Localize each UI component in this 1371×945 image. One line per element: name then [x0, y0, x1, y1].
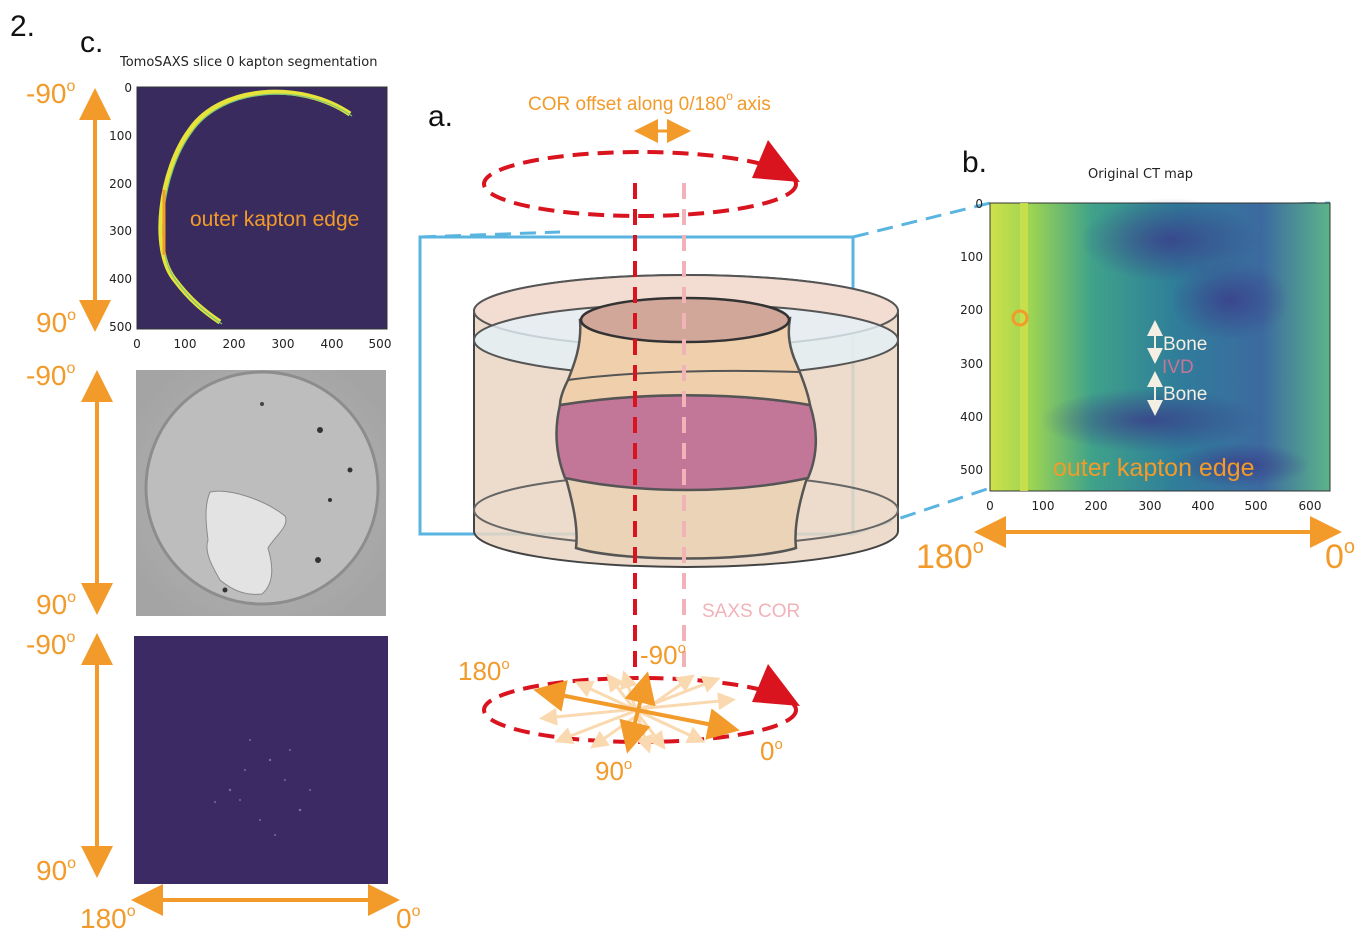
x-tick: 0 [986, 499, 994, 513]
top-rotation-ellipse [482, 150, 798, 218]
segmentation-plot: outer kapton edge 0 100 200 300 400 500 … [109, 81, 391, 351]
angle-label: 90o [595, 756, 632, 786]
angle-label: 90o [36, 589, 76, 620]
x-tick: 100 [1032, 499, 1055, 513]
y-tick: 200 [109, 177, 132, 191]
ct-map-x-ticks: 0 100 200 300 400 500 600 [986, 499, 1321, 513]
tomography-image [136, 370, 386, 616]
y-tick: 500 [960, 463, 983, 477]
y-tick: 300 [109, 224, 132, 238]
outer-kapton-edge-label: outer kapton edge [1053, 454, 1255, 482]
spine-sample [555, 296, 818, 560]
bone-label-top: Bone [1163, 334, 1207, 355]
angle-label: -90o [26, 629, 75, 660]
top-rotation-arrowhead [752, 140, 800, 182]
x-tick: 500 [1245, 499, 1268, 513]
reconstruction-image [134, 636, 388, 884]
panel-b-title: Original CT map [1088, 167, 1193, 182]
angle-label: -90o [640, 640, 686, 670]
kapton-edge-marker [1011, 309, 1029, 327]
panel-a-label: a. [428, 100, 453, 133]
panel-c-angle-arrows [79, 88, 400, 916]
axis-90-arrow [619, 671, 656, 754]
x-tick: 100 [174, 337, 197, 351]
y-tick: 500 [109, 320, 132, 334]
panel-b-angle-labels: 180o 0o [916, 536, 1355, 576]
panel-a-angle-labels: -90o 180o 90o 0o [458, 640, 783, 786]
angle-label: -90o [26, 360, 75, 391]
y-tick: 0 [975, 197, 983, 211]
ivd-disc [555, 394, 818, 492]
y-tick: 0 [124, 81, 132, 95]
angle-label: -90o [26, 78, 75, 109]
y-tick: 400 [109, 272, 132, 286]
y-tick: 300 [960, 357, 983, 371]
y-tick: 400 [960, 410, 983, 424]
ivd-label: IVD [1162, 357, 1194, 378]
ct-map-y-ticks: 0 100 200 300 400 500 [960, 197, 983, 477]
bone-label-bottom: Bone [1163, 384, 1207, 405]
bottom-rotation-arrowhead [752, 664, 800, 706]
panel-b-label: b. [962, 146, 987, 179]
angle-label: 0o [396, 903, 421, 934]
outer-kapton-edge-label: outer kapton edge [190, 208, 359, 231]
x-tick: 400 [1192, 499, 1215, 513]
panel-c-angle-labels: -90o 90o -90o 90o -90o 90o 180o 0o [26, 78, 421, 934]
angle-label: 0o [1325, 536, 1355, 576]
x-tick: 200 [1085, 499, 1108, 513]
ct-map-plot: Bone IVD Bone outer kapton edge 0 100 20… [960, 197, 1331, 513]
angle-label: 0o [760, 736, 783, 766]
angle-label: 180o [916, 536, 984, 576]
panel-c-label: c. [80, 26, 103, 59]
angle-label: 180o [458, 656, 510, 686]
angle-label: 90o [36, 307, 76, 338]
y-tick: 100 [109, 129, 132, 143]
x-tick: 600 [1299, 499, 1322, 513]
segmentation-y-ticks: 0 100 200 300 400 500 [109, 81, 132, 334]
lower-bone [563, 473, 810, 560]
segmentation-x-ticks: 0 100 200 300 400 500 [133, 337, 391, 351]
x-tick: 300 [1139, 499, 1162, 513]
y-tick: 200 [960, 303, 983, 317]
x-tick: 0 [133, 337, 141, 351]
bone-fragment [205, 490, 287, 595]
y-tick: 100 [960, 250, 983, 264]
x-tick: 400 [321, 337, 344, 351]
angle-label: 90o [36, 855, 76, 886]
x-tick: 300 [272, 337, 295, 351]
figure-number: 2. [10, 10, 35, 43]
angle-label: 180o [80, 903, 136, 934]
saxs-cor-label: SAXS COR [702, 601, 800, 622]
x-tick: 500 [369, 337, 392, 351]
segmentation-image [136, 86, 388, 330]
panel-c-title: TomoSAXS slice 0 kapton segmentation [119, 55, 378, 70]
x-tick: 200 [223, 337, 246, 351]
cor-offset-label: COR offset along 0/180o axis [528, 89, 771, 115]
